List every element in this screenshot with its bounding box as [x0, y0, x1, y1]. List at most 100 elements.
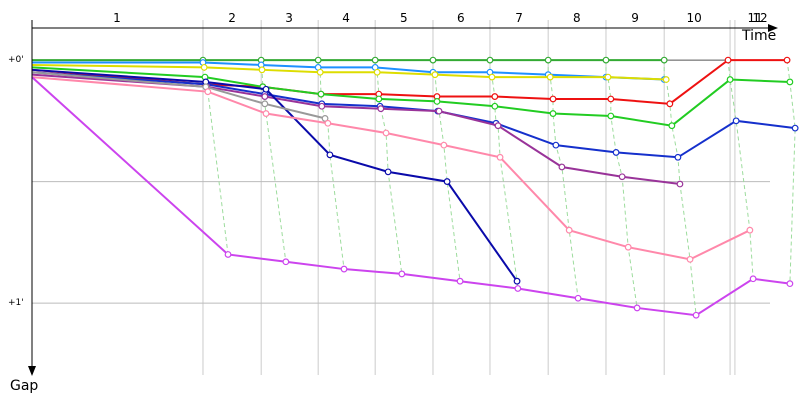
data-point	[488, 73, 496, 81]
data-point	[375, 95, 383, 103]
data-point	[486, 56, 494, 64]
data-point	[686, 255, 694, 263]
x-tick-label: 4	[342, 11, 350, 25]
lap-link	[432, 60, 461, 282]
data-point	[513, 277, 521, 285]
data-point	[435, 107, 443, 115]
data-point	[602, 56, 610, 64]
series-lines	[31, 56, 799, 319]
data-point	[552, 141, 560, 149]
series-line	[31, 59, 788, 105]
data-point	[791, 124, 799, 132]
x-tick-label: 7	[515, 11, 523, 25]
data-point	[373, 68, 381, 76]
data-point	[749, 275, 757, 283]
data-point	[262, 85, 270, 93]
data-point	[546, 73, 554, 81]
data-point	[618, 173, 626, 181]
data-point	[384, 168, 392, 176]
data-point	[262, 110, 270, 117]
axes: Time Gap	[10, 20, 778, 394]
data-point	[726, 76, 734, 83]
data-point	[326, 151, 334, 159]
data-point	[321, 115, 329, 122]
data-point	[514, 285, 522, 292]
data-point	[786, 78, 794, 86]
series	[32, 56, 668, 64]
data-point	[317, 90, 325, 98]
data-point	[549, 110, 557, 117]
data-point	[676, 180, 684, 188]
data-point	[786, 280, 794, 288]
data-point	[204, 88, 212, 96]
data-point	[668, 122, 676, 130]
data-point	[674, 153, 682, 161]
data-point	[565, 226, 573, 234]
series	[31, 66, 794, 130]
series	[31, 73, 684, 188]
x-tick-label: 9	[631, 11, 639, 25]
data-point	[324, 119, 332, 127]
data-point	[433, 97, 441, 105]
x-axis-title: Time	[741, 28, 776, 44]
data-point	[574, 294, 582, 302]
data-point	[261, 100, 269, 108]
data-point	[318, 102, 326, 110]
data-point	[607, 112, 615, 120]
data-point	[692, 311, 700, 319]
x-tick-label: 6	[457, 11, 465, 25]
data-point	[544, 56, 552, 64]
y-tick-label: +1'	[8, 298, 24, 308]
x-tick-label: 10	[686, 11, 701, 25]
data-point	[491, 102, 499, 110]
data-point	[224, 251, 232, 258]
x-axis-arrow	[768, 24, 778, 32]
data-point	[443, 178, 451, 185]
data-point	[494, 122, 502, 130]
x-tick-label: 8	[573, 11, 581, 25]
x-tick-label: 3	[285, 11, 293, 25]
y-axis-arrow	[28, 366, 36, 376]
data-point	[666, 100, 674, 108]
data-point	[456, 277, 464, 285]
data-point	[429, 56, 437, 64]
data-point	[431, 71, 439, 79]
series-line	[31, 63, 667, 81]
data-point	[724, 56, 732, 64]
lap-link	[663, 60, 697, 316]
data-point	[440, 141, 448, 149]
data-point	[660, 56, 668, 64]
y-tick-label: +0'	[8, 55, 24, 65]
data-point	[491, 93, 499, 100]
data-point	[382, 129, 390, 137]
data-point	[783, 56, 791, 64]
x-tick-label: 5	[400, 11, 408, 25]
series-line	[31, 66, 790, 127]
data-point	[371, 56, 379, 64]
x-tick-label: 11	[747, 11, 762, 25]
data-point	[624, 243, 632, 251]
data-point	[662, 76, 670, 83]
series	[31, 76, 754, 263]
data-point	[604, 73, 612, 81]
data-point	[558, 163, 566, 171]
data-point	[316, 68, 324, 76]
data-point	[732, 117, 740, 125]
y-axis-title: Gap	[10, 378, 38, 394]
x-tick-label: 12	[752, 11, 767, 25]
x-tick-label: 1	[113, 11, 121, 25]
series	[31, 68, 521, 285]
data-point	[633, 304, 641, 312]
data-point	[607, 95, 615, 103]
data-point	[377, 105, 385, 113]
series-line	[31, 76, 791, 317]
series	[31, 76, 794, 319]
series-line	[32, 61, 665, 81]
data-point	[612, 149, 620, 156]
data-point	[340, 265, 348, 273]
series-line	[31, 71, 326, 120]
data-point	[282, 258, 290, 266]
x-tick-label: 2	[228, 11, 236, 25]
